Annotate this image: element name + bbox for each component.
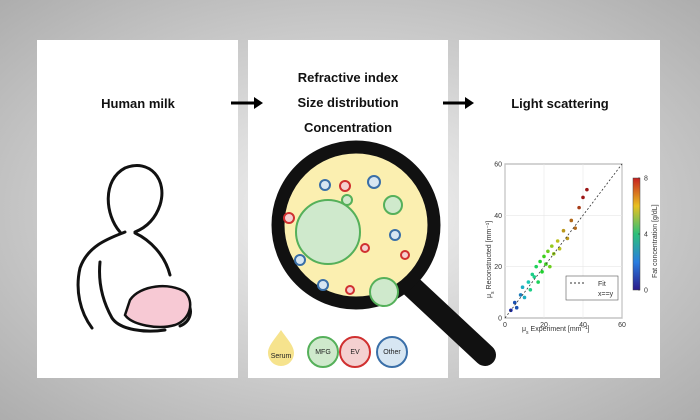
serum-icon: [268, 330, 294, 366]
mfg-icon: [307, 336, 339, 368]
mother-drawing: [76, 164, 192, 333]
x-axis-label-part: Experiment [mm⁻¹]: [531, 326, 590, 333]
arrows: [231, 97, 474, 109]
panel: [37, 40, 238, 378]
y-tick-label: 40: [494, 213, 502, 220]
point: [581, 195, 585, 200]
legend-label: Fit: [598, 281, 606, 288]
point: [518, 293, 523, 297]
x-tick-label: 40: [579, 322, 587, 329]
x-tick-label: 0: [503, 322, 507, 329]
point: [577, 205, 581, 210]
y-axis-label: μsReconstructed [mm⁻¹]: [486, 221, 496, 298]
x-axis-label-part: s: [526, 330, 529, 336]
y-tick-label: 20: [494, 264, 502, 271]
other-icon: [376, 336, 408, 368]
property: Concentration: [304, 120, 392, 135]
point: [530, 272, 535, 277]
point: [569, 218, 574, 223]
x-tick-label: 60: [618, 322, 626, 329]
property: Refractive index: [298, 70, 399, 85]
panel-title: Human milk: [101, 96, 175, 111]
y-tick-label: 60: [494, 162, 502, 169]
property: Size distribution: [297, 95, 398, 110]
colorbar-tick-label: 4: [644, 232, 648, 239]
x-axis-label-part: μ: [522, 326, 526, 333]
y-tick-label: 0: [498, 316, 502, 323]
point: [540, 270, 544, 274]
point: [514, 305, 519, 310]
point: [528, 287, 533, 292]
colorbar-label: Fat concentration [g/dL]: [652, 204, 659, 278]
identity-line: [504, 163, 623, 319]
y-axis-label-part: s: [490, 291, 496, 294]
point: [520, 285, 525, 290]
legend-label: MFG: [315, 349, 331, 356]
legend-label: Serum: [271, 353, 292, 360]
colorbar-tick-label: 8: [644, 176, 648, 183]
point: [532, 275, 537, 279]
point: [561, 228, 566, 233]
point: [536, 280, 540, 284]
point: [538, 259, 542, 264]
x-axis-label: μs Experiment [mm⁻¹]: [522, 326, 590, 336]
colorbar-tick-label: 0: [644, 288, 648, 295]
point: [548, 264, 552, 269]
panel-title: Light scattering: [511, 96, 609, 111]
particles: [283, 175, 410, 307]
legend-label: Other: [383, 349, 401, 356]
magnifier-handle: [399, 274, 496, 366]
point: [555, 239, 560, 243]
x-tick-label: 20: [540, 322, 548, 329]
point: [526, 280, 531, 284]
point: [522, 295, 527, 300]
point: [585, 187, 589, 192]
y-axis-label-part: Reconstructed [mm⁻¹]: [486, 221, 493, 290]
point: [534, 264, 538, 269]
baby: [123, 285, 192, 329]
legend-label: x==y: [598, 291, 614, 298]
legend-label: EV: [350, 349, 360, 356]
y-axis-label-part: μ: [486, 294, 493, 298]
ev-icon: [339, 336, 371, 368]
legend-box: [565, 275, 619, 301]
point: [546, 249, 550, 254]
point: [542, 254, 546, 259]
point: [550, 244, 554, 248]
point: [573, 226, 577, 230]
